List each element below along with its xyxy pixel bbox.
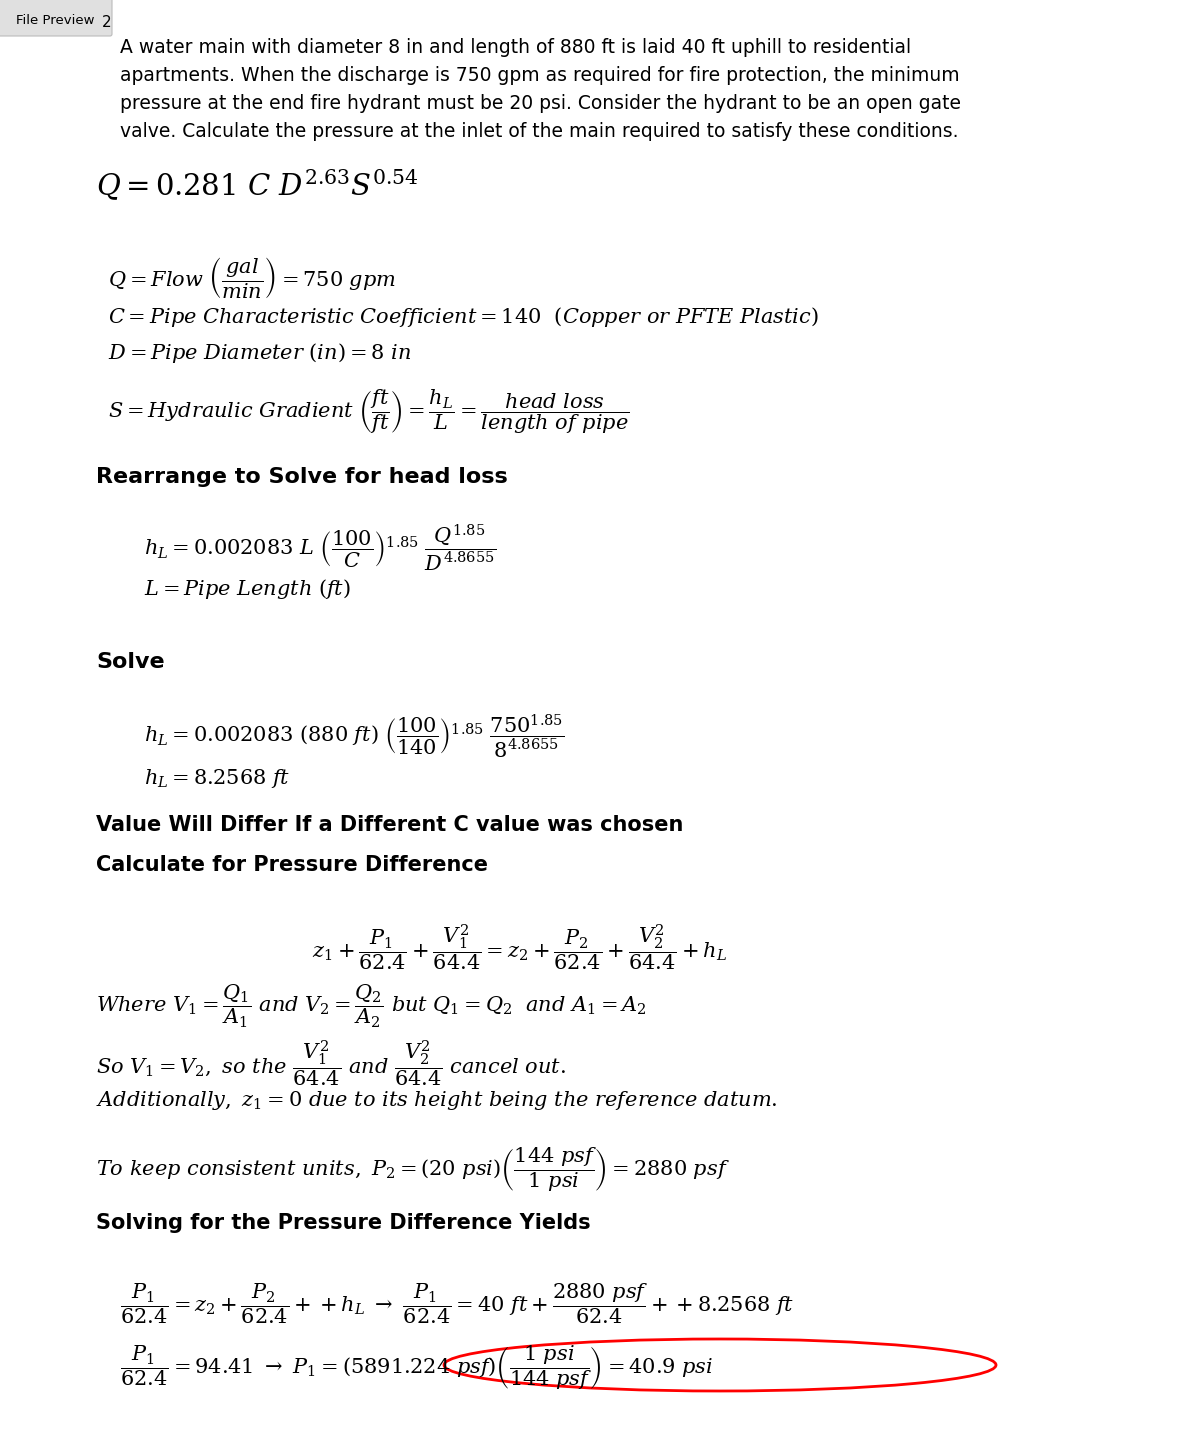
Text: $S = Hydraulic\ Gradient\ \left(\dfrac{ft}{ft}\right) = \dfrac{h_L}{L} = \dfrac{: $S = Hydraulic\ Gradient\ \left(\dfrac{f…	[108, 387, 630, 435]
Text: Solve: Solve	[96, 652, 164, 671]
Text: $h_L = 0.002083\ L\ \left(\dfrac{100}{C}\right)^{1.85}\ \dfrac{Q^{1.85}}{D^{4.86: $h_L = 0.002083\ L\ \left(\dfrac{100}{C}…	[144, 522, 497, 573]
Text: Value Will Differ If a Different C value was chosen: Value Will Differ If a Different C value…	[96, 815, 683, 835]
Text: $Additionally,\ z_1 = 0\ due\ to\ its\ height\ being\ the\ reference\ datum.$: $Additionally,\ z_1 = 0\ due\ to\ its\ h…	[96, 1089, 778, 1112]
Text: File Preview: File Preview	[16, 13, 95, 26]
Text: Calculate for Pressure Difference: Calculate for Pressure Difference	[96, 856, 488, 874]
Text: $Q = 0.281\ C\ D^{2.63}S^{0.54}$: $Q = 0.281\ C\ D^{2.63}S^{0.54}$	[96, 168, 419, 203]
Text: $z_1 + \dfrac{P_1}{62.4} + \dfrac{V_1^2}{64.4} = z_2 + \dfrac{P_2}{62.4} + \dfra: $z_1 + \dfrac{P_1}{62.4} + \dfrac{V_1^2}…	[312, 924, 727, 973]
Text: $L = Pipe\ Length\ (ft)$: $L = Pipe\ Length\ (ft)$	[144, 577, 350, 600]
FancyBboxPatch shape	[0, 0, 112, 36]
Text: $To\ keep\ consistent\ units,\ P_2 = (20\ psi)\left(\dfrac{144\ psf}{1\ psi}\rig: $To\ keep\ consistent\ units,\ P_2 = (20…	[96, 1146, 730, 1193]
Text: $C = Pipe\ Characteristic\ Coefficient = 140\ \ (Copper\ or\ PFTE\ Plastic)$: $C = Pipe\ Characteristic\ Coefficient =…	[108, 304, 818, 329]
Text: valve. Calculate the pressure at the inlet of the main required to satisfy these: valve. Calculate the pressure at the inl…	[120, 122, 959, 141]
Text: $\dfrac{P_1}{62.4} = 94.41\ \rightarrow\ P_1 = (5891.224\ psf)\left(\dfrac{1\ ps: $\dfrac{P_1}{62.4} = 94.41\ \rightarrow\…	[120, 1343, 713, 1392]
Text: Solving for the Pressure Difference Yields: Solving for the Pressure Difference Yiel…	[96, 1214, 590, 1232]
Text: $\dfrac{P_1}{62.4} = z_2 + \dfrac{P_2}{62.4} + +h_L\ \rightarrow\ \dfrac{P_1}{62: $\dfrac{P_1}{62.4} = z_2 + \dfrac{P_2}{6…	[120, 1280, 794, 1325]
Text: $So\ V_1 = V_2,\ so\ the\ \dfrac{V_1^2}{64.4}\ and\ \dfrac{V_2^2}{64.4}\ cancel\: $So\ V_1 = V_2,\ so\ the\ \dfrac{V_1^2}{…	[96, 1040, 566, 1089]
Text: $h_L = 0.002083\ (880\ ft)\ \left(\dfrac{100}{140}\right)^{1.85}\ \dfrac{750^{1.: $h_L = 0.002083\ (880\ ft)\ \left(\dfrac…	[144, 712, 564, 760]
Text: pressure at the end fire hydrant must be 20 psi. Consider the hydrant to be an o: pressure at the end fire hydrant must be…	[120, 94, 961, 113]
Text: $D = Pipe\ Diameter\ (in) = 8\ in$: $D = Pipe\ Diameter\ (in) = 8\ in$	[108, 341, 412, 365]
Text: $Q = Flow\ \left(\dfrac{gal}{min}\right) = 750\ gpm$: $Q = Flow\ \left(\dfrac{gal}{min}\right)…	[108, 255, 396, 302]
Text: apartments. When the discharge is 750 gpm as required for fire protection, the m: apartments. When the discharge is 750 gp…	[120, 67, 960, 86]
Text: $Where\ V_1 = \dfrac{Q_1}{A_1}\ and\ V_2 = \dfrac{Q_2}{A_2}\ but\ Q_1 = Q_2\ \ a: $Where\ V_1 = \dfrac{Q_1}{A_1}\ and\ V_2…	[96, 983, 647, 1030]
Text: Rearrange to Solve for head loss: Rearrange to Solve for head loss	[96, 467, 508, 487]
Text: $h_L = 8.2568\ ft$: $h_L = 8.2568\ ft$	[144, 767, 290, 790]
Text: A water main with diameter 8 in and length of 880 ft is laid 40 ft uphill to res: A water main with diameter 8 in and leng…	[120, 38, 911, 57]
Text: 2: 2	[102, 14, 112, 29]
